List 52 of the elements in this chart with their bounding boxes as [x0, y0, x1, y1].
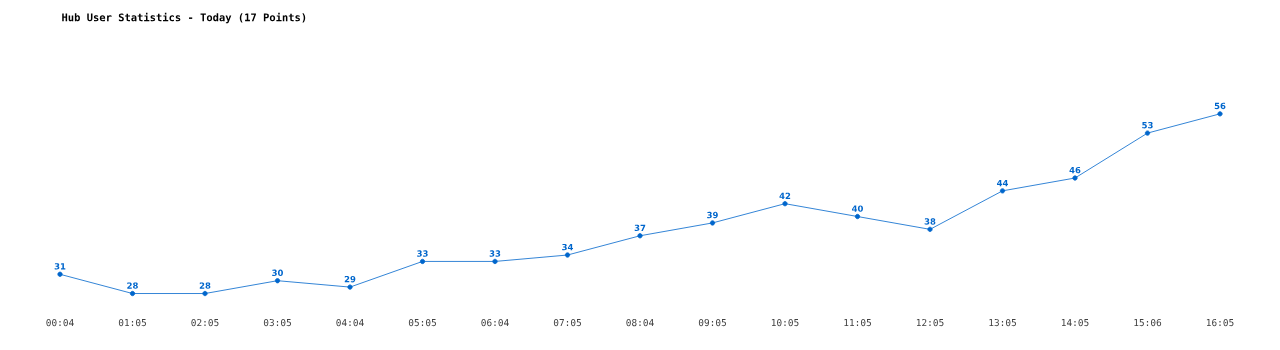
data-label: 33 [417, 250, 428, 257]
data-label: 30 [272, 269, 283, 276]
x-tick-label: 00:04 [46, 318, 74, 327]
data-label: 42 [779, 192, 791, 199]
x-tick-label: 13:05 [989, 318, 1016, 327]
point [854, 213, 861, 220]
point [564, 252, 571, 258]
x-tick-label: 04:04 [336, 318, 364, 327]
point [129, 290, 136, 297]
point [1144, 130, 1151, 136]
x-tick-label: 16:05 [1206, 318, 1234, 327]
point [1217, 111, 1223, 117]
data-label: 37 [634, 224, 646, 232]
data-label: 39 [707, 211, 718, 219]
data-label: 28 [199, 282, 211, 289]
x-tick-label: 02:05 [191, 318, 219, 327]
data-label: 40 [851, 205, 863, 212]
x-tick-label: 10:05 [771, 318, 799, 327]
x-tick-label: 07:05 [553, 318, 581, 327]
point [274, 278, 281, 284]
chart-title: Hub User Statistics - Today (17 Points) [62, 12, 306, 24]
point [637, 233, 643, 239]
x-tick-label: 05:05 [408, 318, 436, 327]
point [419, 258, 426, 265]
x-tick-label: 03:05 [263, 318, 291, 327]
point [999, 188, 1006, 194]
data-label: 56 [1214, 102, 1226, 110]
x-tick-label: 08:04 [626, 318, 654, 327]
point [927, 226, 933, 232]
x-tick-label: 06:04 [481, 318, 509, 327]
x-tick-label: 12:05 [916, 318, 944, 327]
data-label: 38 [924, 218, 936, 225]
x-tick-label: 15:06 [1134, 318, 1162, 327]
data-label: 34 [562, 243, 574, 251]
data-label: 28 [127, 282, 138, 289]
point [347, 284, 353, 290]
data-label: 33 [489, 250, 501, 257]
point [1072, 175, 1078, 181]
point [492, 258, 498, 265]
data-label: 46 [1069, 166, 1081, 174]
point [782, 201, 788, 207]
x-tick-label: 14:05 [1061, 318, 1089, 327]
point [202, 290, 208, 297]
x-tick-label: 09:05 [698, 318, 726, 327]
data-label: 53 [1142, 121, 1153, 129]
data-label: 31 [54, 263, 66, 270]
data-label: 29 [344, 275, 356, 283]
point [57, 271, 63, 277]
x-tick-label: 11:05 [844, 318, 871, 327]
point [709, 220, 716, 226]
data-label: 44 [996, 179, 1008, 187]
x-tick-label: 01:05 [118, 318, 146, 327]
